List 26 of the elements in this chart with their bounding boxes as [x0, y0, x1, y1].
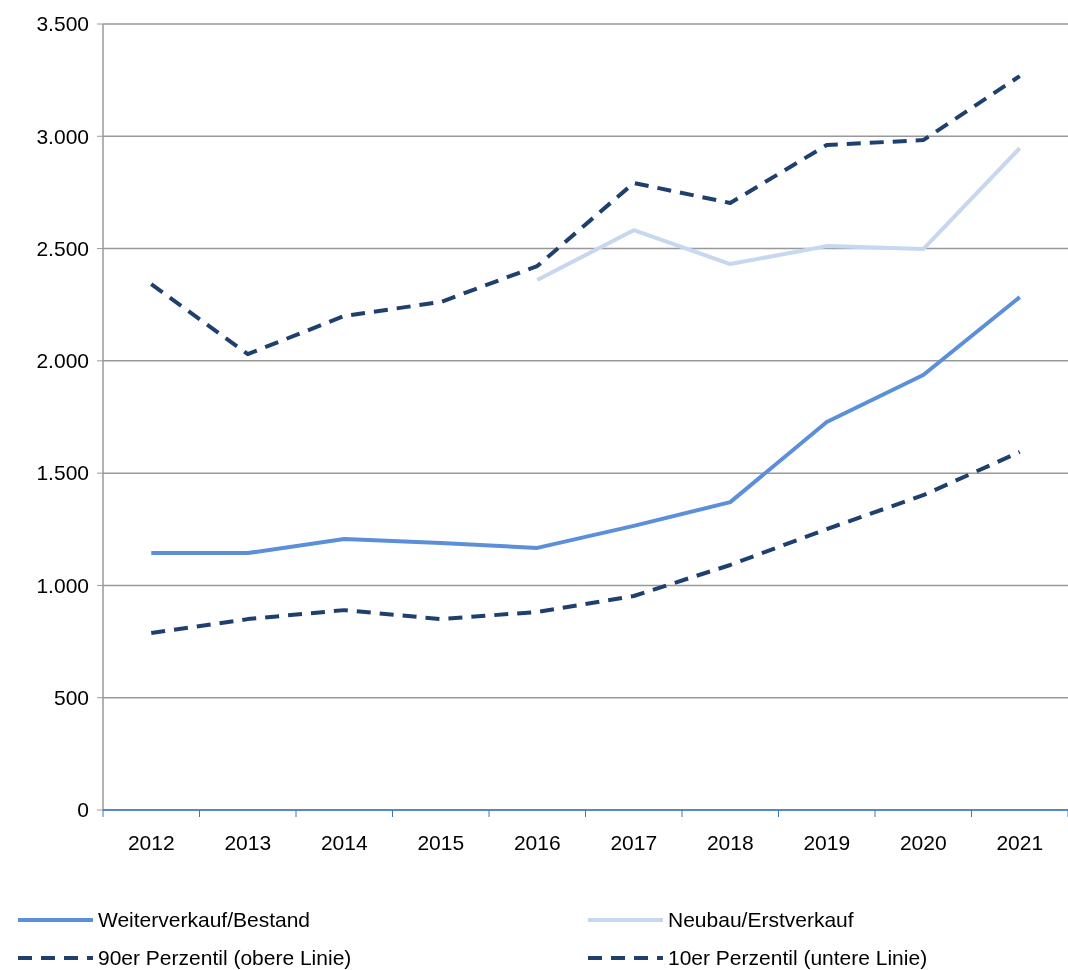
- legend-label: 90er Perzentil (obere Linie): [98, 946, 352, 970]
- y-tick-label: 3.000: [36, 124, 89, 148]
- y-tick-label: 3.500: [36, 12, 89, 36]
- x-tick-label: 2018: [706, 831, 754, 854]
- x-tick-label: 2012: [127, 831, 175, 854]
- line-series: [149, 295, 1022, 556]
- y-tick-label: 2.500: [36, 236, 89, 260]
- legend-label: Weiterverkauf/Bestand: [98, 908, 311, 932]
- x-tick-label: 2021: [996, 831, 1044, 854]
- x-tick-label: 2020: [899, 831, 947, 854]
- x-tick-label: 2019: [803, 831, 851, 854]
- x-tick-label: 2015: [417, 831, 465, 854]
- x-tick-label: 2014: [320, 831, 368, 854]
- x-tick-label: 2017: [610, 831, 658, 854]
- y-tick-label: 500: [53, 686, 89, 710]
- legend-label: Neubau/Erstverkauf: [668, 908, 854, 932]
- legend-label: 10er Perzentil (untere Linie): [668, 946, 928, 970]
- x-tick-label: 2016: [513, 831, 561, 854]
- x-tick-label: 2013: [224, 831, 272, 854]
- y-tick-label: 1.000: [36, 573, 89, 597]
- y-tick-label: 0: [77, 798, 89, 822]
- line-series: [149, 74, 1022, 357]
- line-series: [535, 146, 1022, 283]
- y-tick-label: 1.500: [36, 461, 89, 485]
- y-tick-label: 2.000: [36, 349, 89, 373]
- line-series: [149, 450, 1022, 636]
